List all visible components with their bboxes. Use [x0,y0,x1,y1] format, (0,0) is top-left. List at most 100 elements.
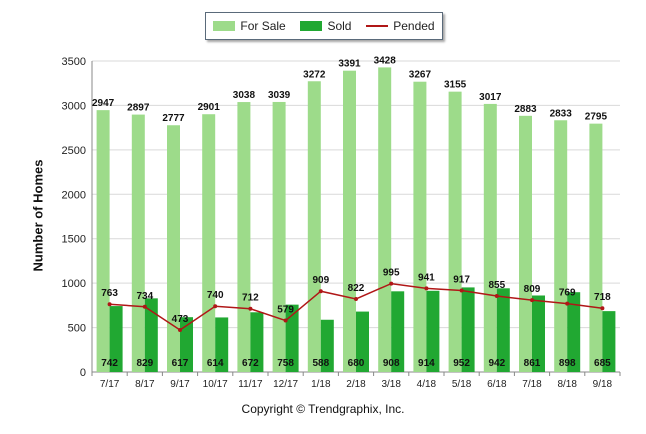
bar-for-sale [448,91,462,373]
point-pended [213,304,218,309]
data-label-sold: 914 [418,358,435,369]
bar-sold [391,291,405,372]
bar-for-sale [483,103,497,372]
data-label-pended: 822 [348,283,365,294]
y-tick-label: 500 [68,323,86,335]
data-label-pended: 995 [383,268,400,279]
data-label-for-sale: 2901 [198,102,221,113]
bar-sold [250,312,264,372]
y-tick-label: 0 [80,367,86,379]
bar-sold [109,306,123,372]
x-tick-label: 1/18 [311,379,331,390]
point-pended [107,302,112,307]
data-label-sold: 952 [453,358,470,369]
data-label-for-sale: 3272 [303,69,326,80]
chart-legend: For Sale Sold Pended [205,12,443,40]
data-label-for-sale: 2795 [585,112,608,123]
x-tick-label: 5/18 [452,379,472,390]
data-label-sold: 680 [348,358,365,369]
bar-sold [180,317,193,372]
bar-sold [356,311,369,372]
bar-sold [426,290,440,372]
legend-item-pended: Pended [366,19,435,33]
x-tick-label: 12/17 [273,379,298,390]
y-tick-label: 1000 [62,278,86,290]
data-label-for-sale: 3017 [479,92,502,103]
legend-item-sold: Sold [300,19,351,33]
x-tick-label: 2/18 [346,379,366,390]
data-label-sold: 898 [559,358,576,369]
data-label-for-sale: 2777 [162,113,185,124]
point-pended [389,281,394,286]
bar-for-sale [413,81,427,373]
data-label-pended: 579 [277,305,294,316]
data-label-for-sale: 2833 [550,108,573,119]
point-pended [354,296,358,301]
bar-for-sale [202,114,216,372]
x-tick-label: 4/18 [417,379,437,390]
bar-sold [144,298,158,372]
data-label-pended: 917 [453,275,470,286]
data-label-pended: 473 [172,314,189,325]
data-label-for-sale: 3038 [233,90,256,101]
bar-sold [602,311,616,372]
x-tick-label: 10/17 [203,379,228,390]
y-tick-label: 2000 [62,189,86,201]
bar-sold [532,295,545,372]
bar-for-sale [343,70,356,372]
data-label-for-sale: 3391 [338,59,361,70]
data-label-sold: 617 [172,358,189,369]
data-label-for-sale: 3155 [444,80,467,91]
point-pended [248,306,253,311]
data-label-sold: 672 [242,358,259,369]
bar-sold [285,304,299,372]
legend-item-for-sale: For Sale [213,19,286,33]
data-label-sold: 742 [101,358,118,369]
x-tick-label: 8/17 [135,379,155,390]
legend-swatch-sold [300,21,323,31]
bar-for-sale [589,123,603,372]
data-label-sold: 908 [383,358,400,369]
bar-for-sale [554,120,568,372]
point-pended [494,294,499,299]
legend-swatch-for-sale [213,21,236,31]
data-label-pended: 718 [594,292,611,303]
legend-label-for-sale: For Sale [240,19,286,33]
bar-sold [496,288,510,372]
x-tick-label: 6/18 [487,379,507,390]
bar-for-sale [378,67,392,373]
data-label-sold: 758 [277,358,294,369]
point-pended [283,318,288,323]
point-pended [424,286,429,291]
point-pended [600,306,605,311]
point-pended [178,327,182,332]
data-label-for-sale: 3428 [374,55,397,66]
x-tick-label: 7/17 [100,379,120,390]
bar-for-sale [519,115,532,372]
y-tick-label: 3000 [62,100,86,112]
data-label-sold: 942 [488,358,505,369]
data-label-pended: 769 [559,288,576,299]
bar-sold [215,317,229,372]
data-label-sold: 685 [594,358,611,369]
copyright-text: Copyright © Trendgraphix, Inc. [241,402,405,416]
point-pended [530,298,534,303]
data-label-for-sale: 3267 [409,70,432,81]
data-label-pended: 855 [488,280,505,291]
data-label-sold: 829 [136,358,153,369]
legend-swatch-pended [366,25,389,27]
bar-sold [567,292,581,372]
data-label-sold: 861 [524,358,541,369]
legend-label-sold: Sold [327,19,352,33]
legend-label-pended: Pended [393,19,435,33]
y-tick-label: 3500 [62,56,86,68]
data-label-pended: 909 [312,275,329,286]
data-label-for-sale: 3039 [268,90,291,101]
x-tick-label: 7/18 [522,379,542,390]
x-tick-label: 8/18 [557,379,577,390]
data-label-sold: 614 [207,358,224,369]
data-label-pended: 941 [418,272,435,283]
x-tick-label: 11/17 [238,379,263,390]
point-pended [459,288,464,293]
data-label-pended: 809 [524,284,541,295]
